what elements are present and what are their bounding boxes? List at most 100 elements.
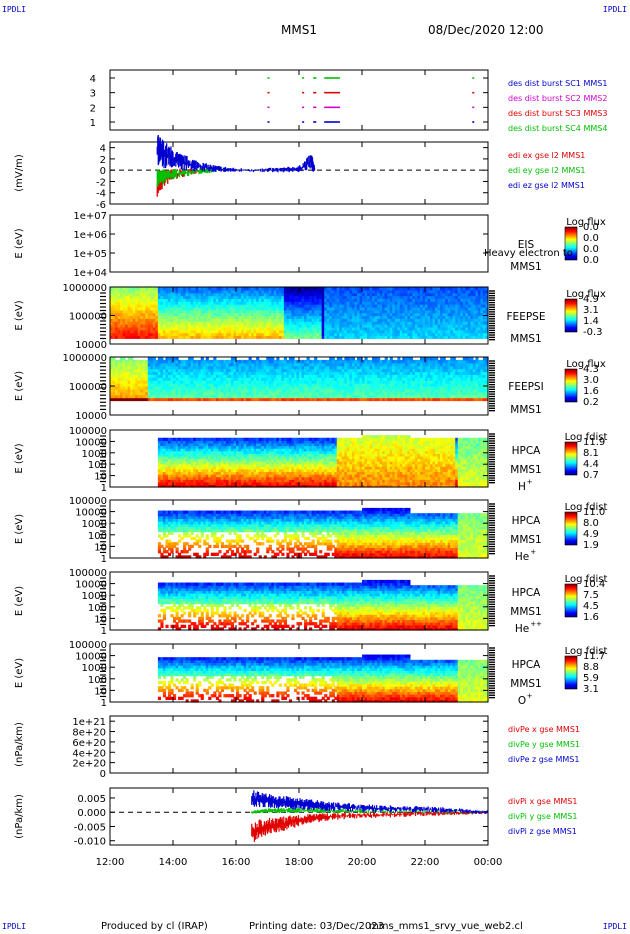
heatmap-cell xyxy=(213,332,217,337)
heatmap-cell xyxy=(210,329,214,334)
heatmap-cell xyxy=(291,324,295,328)
heatmap-cell xyxy=(233,329,237,334)
heatmap-cell xyxy=(142,295,146,299)
heatmap-cell xyxy=(467,315,471,319)
heatmap-cell xyxy=(173,318,177,322)
heatmap-cell xyxy=(276,326,280,331)
heatmap-cell xyxy=(362,304,366,308)
heatmap-cell xyxy=(125,304,129,308)
heatmap-cell xyxy=(288,315,293,319)
heatmap-cell xyxy=(218,292,222,297)
heatmap-cell xyxy=(319,287,323,291)
heatmap-cell xyxy=(246,306,250,311)
heatmap-cell xyxy=(147,287,151,291)
heatmap-cell xyxy=(457,306,461,311)
heatmap-cell xyxy=(309,324,313,328)
heatmap-cell xyxy=(112,388,116,393)
heatmap-cell xyxy=(485,306,489,311)
heatmap-cell xyxy=(117,324,121,328)
heatmap-cell xyxy=(195,332,199,337)
heatmap-cell xyxy=(319,321,323,325)
heatmap-cell xyxy=(145,298,149,302)
heatmap-cell xyxy=(288,321,293,325)
heatmap-cell xyxy=(110,301,114,305)
heatmap-cell xyxy=(339,335,343,339)
heatmap-cell xyxy=(470,287,474,291)
heatmap-cell xyxy=(167,309,172,314)
heatmap-cell xyxy=(314,326,318,331)
heatmap-cell xyxy=(135,301,139,305)
heatmap-cell xyxy=(382,289,386,294)
heatmap-cell xyxy=(477,326,482,331)
heatmap-cell xyxy=(125,332,129,337)
heatmap-cell xyxy=(397,324,401,328)
heatmap-cell xyxy=(248,329,252,334)
heatmap-cell xyxy=(311,312,315,317)
heatmap-cell xyxy=(286,289,290,294)
heatmap-cell xyxy=(299,318,303,322)
heatmap-cell xyxy=(404,309,408,314)
heatmap-cell xyxy=(339,329,343,334)
heatmap-cell xyxy=(210,306,214,311)
heatmap-cell xyxy=(246,329,250,334)
heatmap-cell xyxy=(306,298,310,302)
heatmap-cell xyxy=(170,326,174,331)
heatmap-cell xyxy=(117,287,121,291)
heatmap-cell xyxy=(331,289,335,294)
heatmap-cell xyxy=(379,287,383,291)
heatmap-cell xyxy=(472,318,476,322)
heatmap-cell xyxy=(170,329,174,334)
heatmap-cell xyxy=(278,315,282,319)
heatmap-cell xyxy=(304,324,308,328)
heatmap-cell xyxy=(324,315,328,319)
heatmap-cell xyxy=(112,359,116,364)
heatmap-cell xyxy=(115,321,119,325)
heatmap-cell xyxy=(215,326,219,331)
heatmap-cell xyxy=(200,324,204,328)
heatmap-cell xyxy=(334,295,338,299)
heatmap-cell xyxy=(195,312,199,317)
heatmap-cell xyxy=(316,304,320,308)
heatmap-cell xyxy=(354,329,358,334)
heatmap-cell xyxy=(427,335,431,339)
legend-entry: edi ey gse l2 MMS1 xyxy=(508,166,586,175)
heatmap-cell xyxy=(397,304,401,308)
heatmap-cell xyxy=(402,318,406,322)
heatmap-cell xyxy=(432,312,436,317)
heatmap-cell xyxy=(336,309,340,314)
heatmap-cell xyxy=(419,298,424,302)
heatmap-cell xyxy=(246,324,250,328)
heatmap-cell xyxy=(414,329,419,334)
heatmap-cell xyxy=(339,304,343,308)
heatmap-cell xyxy=(157,315,161,319)
heatmap-cell xyxy=(233,335,237,339)
heatmap-cell xyxy=(268,289,272,294)
heatmap-cell xyxy=(419,318,424,322)
heatmap-cell xyxy=(331,301,335,305)
heatmap-cell xyxy=(251,321,255,325)
heatmap-cell xyxy=(152,329,156,334)
heatmap-cell xyxy=(180,309,184,314)
heatmap-cell xyxy=(115,315,119,319)
heatmap-cell xyxy=(399,326,403,331)
heatmap-cell xyxy=(430,335,434,339)
heatmap-cell xyxy=(142,292,146,297)
heatmap-cell xyxy=(364,289,368,294)
heatmap-cell xyxy=(384,315,388,319)
heatmap-cell xyxy=(117,329,121,334)
heatmap-cell xyxy=(185,289,189,294)
heatmap-cell xyxy=(339,287,343,291)
heatmap-cell xyxy=(167,324,172,328)
heatmap-cell xyxy=(356,326,361,331)
heatmap-cell xyxy=(140,312,144,317)
heatmap-cell xyxy=(283,326,287,331)
heatmap-cell xyxy=(402,312,406,317)
heatmap-cells xyxy=(110,357,489,402)
heatmap-cell xyxy=(392,321,396,325)
panel-frame xyxy=(109,214,489,273)
heatmap-cell xyxy=(155,312,159,317)
heatmap-cell xyxy=(276,335,280,339)
heatmap-cell xyxy=(477,324,482,328)
heatmap-cell xyxy=(115,359,119,364)
heatmap-cell xyxy=(435,329,439,334)
